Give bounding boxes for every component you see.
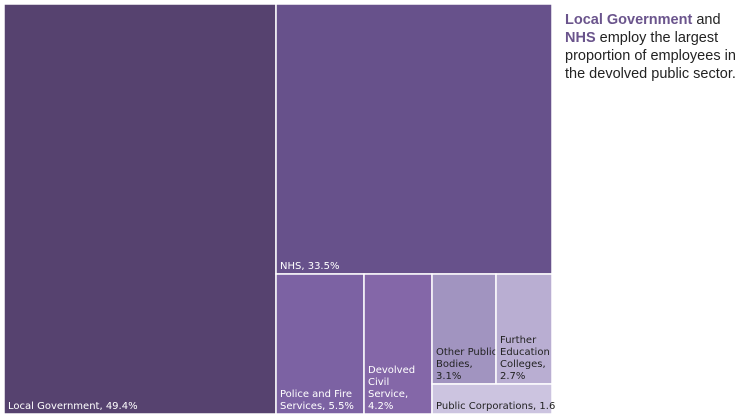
treemap-tile-public-corporations bbox=[431, 383, 553, 415]
caption-text-2: employ the largest proportion of employe… bbox=[565, 30, 736, 82]
treemap-label-public-corporations: Public Corporations, 1.6% bbox=[436, 401, 556, 412]
treemap-label-other-public-bodies: Other Public Bodies, 3.1% bbox=[436, 347, 497, 382]
chart-caption: Local Government and NHS employ the larg… bbox=[565, 11, 743, 83]
treemap-label-local-government: Local Government, 49.4% bbox=[8, 401, 138, 412]
treemap-label-devolved-civil-service: Devolved Civil Service, 4.2% bbox=[368, 365, 415, 412]
caption-highlight-nhs: NHS bbox=[565, 30, 596, 46]
treemap-label-further-education-colleges: Further Education Colleges, 2.7% bbox=[500, 335, 550, 382]
caption-text-1: and bbox=[692, 12, 721, 28]
treemap-tile-nhs bbox=[275, 3, 553, 275]
treemap-chart: Local Government, 49.4% NHS, 33.5% Police … bbox=[3, 3, 556, 415]
treemap-label-nhs: NHS, 33.5% bbox=[280, 261, 339, 272]
treemap-tile-further-education-colleges bbox=[495, 273, 553, 385]
treemap-tile-police-and-fire-services bbox=[275, 273, 365, 415]
treemap-tile-devolved-civil-service bbox=[363, 273, 433, 415]
treemap-tile-local-government bbox=[3, 3, 277, 415]
caption-highlight-local-government: Local Government bbox=[565, 12, 693, 28]
treemap-label-police-and-fire-services: Police and Fire Services, 5.5% bbox=[280, 389, 354, 412]
